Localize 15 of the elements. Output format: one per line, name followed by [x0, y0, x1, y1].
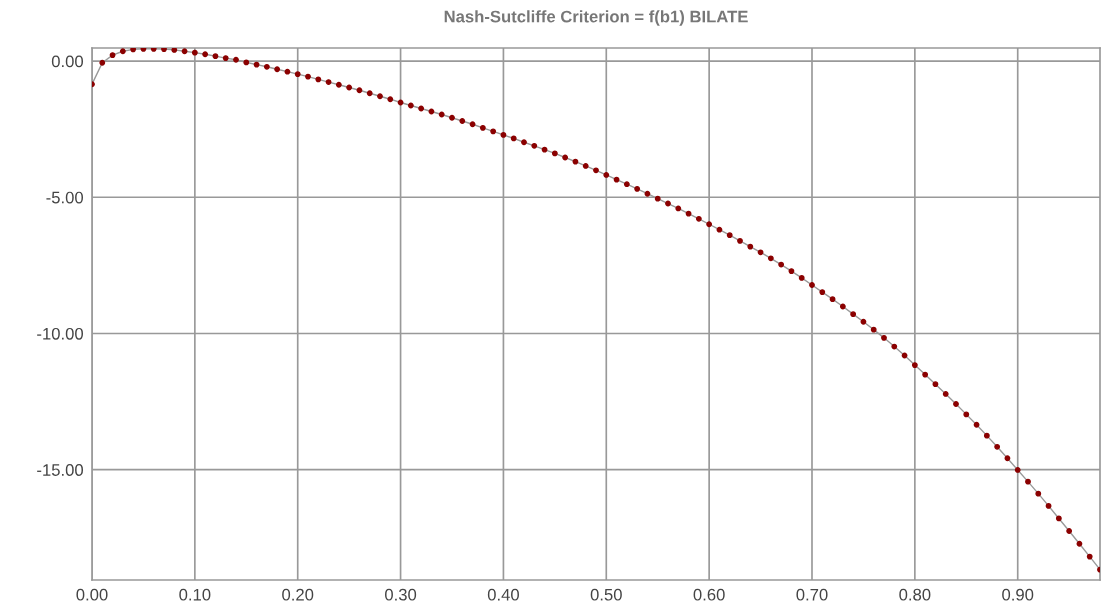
chart-title: Nash-Sutcliffe Criterion = f(b1) BILATE [444, 10, 748, 26]
x-tick-label: 0.60 [693, 588, 725, 601]
x-tick-label: 0.40 [487, 588, 519, 601]
x-tick-label: 0.50 [590, 588, 622, 601]
y-tick-label: 0.00 [51, 55, 84, 68]
x-tick-label: 0.30 [385, 588, 417, 601]
x-tick-label: 0.20 [282, 588, 314, 601]
y-tick-label: -15.00 [37, 464, 84, 476]
x-tick-label: 0.90 [1002, 588, 1034, 601]
x-tick-label: 0.80 [899, 588, 931, 601]
x-tick-label: 0.10 [179, 588, 211, 601]
y-tick-label: -5.00 [46, 191, 84, 204]
y-tick-label: -10.00 [37, 327, 84, 340]
x-tick-label: 0.00 [76, 588, 108, 601]
x-tick-label: 0.70 [796, 588, 828, 601]
